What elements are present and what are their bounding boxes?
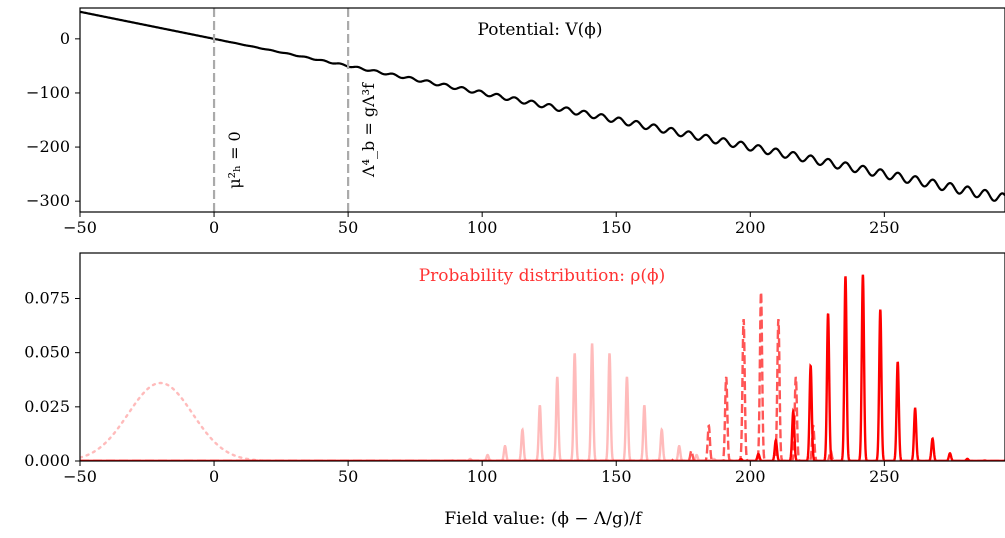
x-tick-label: 150 <box>601 218 632 237</box>
y-tick-label: 0.025 <box>24 397 70 416</box>
x-tick-label: −50 <box>63 467 97 486</box>
x-tick-label: 100 <box>467 467 498 486</box>
x-tick-label: 200 <box>735 467 766 486</box>
x-tick-label: −50 <box>63 218 97 237</box>
x-tick-label: 100 <box>467 218 498 237</box>
x-axis-label: Field value: (ϕ − Λ/g)/f <box>444 509 643 529</box>
y-tick-label: −200 <box>26 137 70 156</box>
x-tick-label: 200 <box>735 218 766 237</box>
probability-series-line <box>80 381 1005 461</box>
probability-panel: −50 0 50 100 150 200 250 0.0000.0250.0500.075 … <box>24 252 1005 529</box>
y-tick-label: 0.075 <box>24 289 70 308</box>
potential-panel: μ²ₕ = 0 Λ⁴_b = gΛ³f −50 0 50 100 150 200 250 0 −… <box>26 7 1005 237</box>
x-tick-label: 50 <box>338 467 358 486</box>
potential-title: Potential: V(ϕ) <box>478 20 603 40</box>
vline-label: Λ⁴_b = gΛ³f <box>359 82 378 178</box>
x-tick-label: 150 <box>601 467 632 486</box>
probability-series-line <box>80 343 1005 461</box>
x-tick-label: 250 <box>869 467 900 486</box>
potential-axes-frame <box>79 7 1005 213</box>
probability-axes-frame <box>79 252 1005 462</box>
y-tick-label: −300 <box>26 191 70 210</box>
probability-series-line <box>80 274 1005 461</box>
x-tick-label: 250 <box>869 218 900 237</box>
y-tick-label: 0.000 <box>24 451 70 470</box>
y-tick-label: 0.050 <box>24 343 70 362</box>
y-tick-label: −100 <box>26 83 70 102</box>
x-tick-label: 50 <box>338 218 358 237</box>
probability-title: Probability distribution: ρ(ϕ) <box>419 266 666 286</box>
potential-series-line <box>80 10 1005 202</box>
vline-label: μ²ₕ = 0 <box>225 131 244 189</box>
x-tick-label: 0 <box>209 218 219 237</box>
y-tick-label: 0 <box>60 29 70 48</box>
x-tick-label: 0 <box>209 467 219 486</box>
